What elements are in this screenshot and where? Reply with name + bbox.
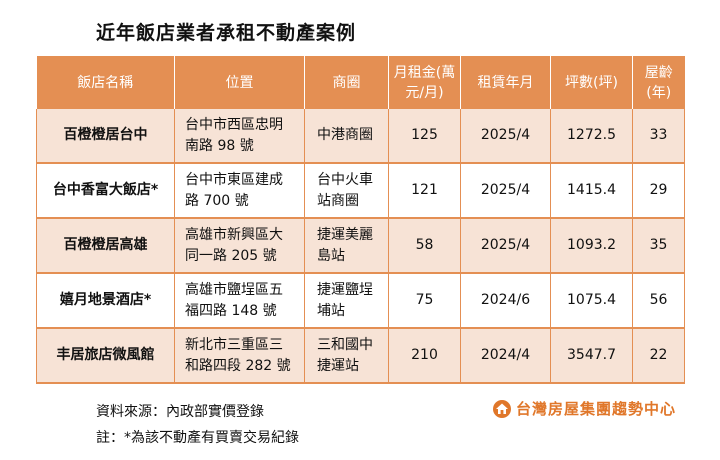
rental-cases-table: 飯店名稱 位置 商圈 月租金(萬 元/月) 租賃年月 坪數(坪) 屋齡 (年) 百橙… — [36, 56, 685, 384]
cell-lease-date: 2024/6 — [460, 273, 551, 329]
cell-lease-date: 2024/4 — [460, 328, 551, 384]
header-lease-date: 租賃年月 — [460, 56, 551, 109]
cell-rent: 121 — [388, 163, 461, 219]
cell-hotel-name: 台中香富大飯店* — [36, 163, 175, 219]
cell-location: 高雄市新興區大 同一路 205 號 — [174, 218, 305, 274]
cell-location: 高雄市鹽埕區五 福四路 148 號 — [174, 273, 305, 329]
cell-rent: 58 — [388, 218, 461, 274]
cell-age: 22 — [632, 328, 685, 384]
table-row: 丰居旅店微風館 新北市三重區三 和路四段 282 號 三和國中 捷運站 210 20… — [36, 328, 685, 384]
cell-area: 1272.5 — [550, 109, 633, 164]
house-logo-icon — [493, 399, 511, 418]
source-note: 資料來源：內政部實價登錄 — [96, 404, 264, 420]
brand-name: 台灣房屋集團趨勢中心 — [516, 400, 677, 418]
table-row: 百橙橙居高雄 高雄市新興區大 同一路 205 號 捷運美麗 島站 58 2025/4… — [36, 218, 685, 274]
cell-hotel-name: 百橙橙居台中 — [36, 109, 175, 164]
cell-location: 台中市西區忠明 南路 98 號 — [174, 109, 305, 164]
cell-lease-date: 2025/4 — [460, 109, 551, 164]
cell-area: 1415.4 — [550, 163, 633, 219]
brand-logo: 台灣房屋集團趨勢中心 — [492, 398, 676, 419]
cell-district: 三和國中 捷運站 — [304, 328, 389, 384]
page-title: 近年飯店業者承租不動產案例 — [96, 22, 357, 44]
header-location: 位置 — [174, 56, 305, 109]
header-district: 商圈 — [304, 56, 389, 109]
cell-district: 中港商圈 — [304, 109, 389, 164]
cell-district: 捷運鹽埕 埔站 — [304, 273, 389, 329]
header-hotel-name: 飯店名稱 — [36, 56, 175, 109]
cell-age: 56 — [632, 273, 685, 329]
cell-area: 1075.4 — [550, 273, 633, 329]
cell-area: 1093.2 — [550, 218, 633, 274]
cell-lease-date: 2025/4 — [460, 218, 551, 274]
table-row: 百橙橙居台中 台中市西區忠明 南路 98 號 中港商圈 125 2025/4 12… — [36, 109, 685, 164]
header-area: 坪數(坪) — [550, 56, 633, 109]
table-row: 台中香富大飯店* 台中市東區建成路 700 號 台中火車 站商圈 121 2025… — [36, 163, 685, 219]
cell-area: 3547.7 — [550, 328, 633, 384]
asterisk-note: 註：*為該不動產有買賣交易紀錄 — [96, 430, 299, 446]
cell-rent: 125 — [388, 109, 461, 164]
cell-age: 33 — [632, 109, 685, 164]
cell-age: 29 — [632, 163, 685, 219]
cell-hotel-name: 嬉月地景酒店* — [36, 273, 175, 329]
header-monthly-rent: 月租金(萬 元/月) — [388, 56, 461, 109]
cell-hotel-name: 丰居旅店微風館 — [36, 328, 175, 384]
cell-lease-date: 2025/4 — [460, 163, 551, 219]
cell-age: 35 — [632, 218, 685, 274]
table-row: 嬉月地景酒店* 高雄市鹽埕區五 福四路 148 號 捷運鹽埕 埔站 75 2024/… — [36, 273, 685, 329]
cell-hotel-name: 百橙橙居高雄 — [36, 218, 175, 274]
table-header-row: 飯店名稱 位置 商圈 月租金(萬 元/月) 租賃年月 坪數(坪) 屋齡 (年) — [36, 56, 685, 109]
cell-rent: 210 — [388, 328, 461, 384]
cell-location: 台中市東區建成路 700 號 — [174, 163, 305, 219]
cell-location: 新北市三重區三 和路四段 282 號 — [174, 328, 305, 384]
header-building-age: 屋齡 (年) — [632, 56, 685, 109]
cell-district: 台中火車 站商圈 — [304, 163, 389, 219]
cell-rent: 75 — [388, 273, 461, 329]
cell-district: 捷運美麗 島站 — [304, 218, 389, 274]
